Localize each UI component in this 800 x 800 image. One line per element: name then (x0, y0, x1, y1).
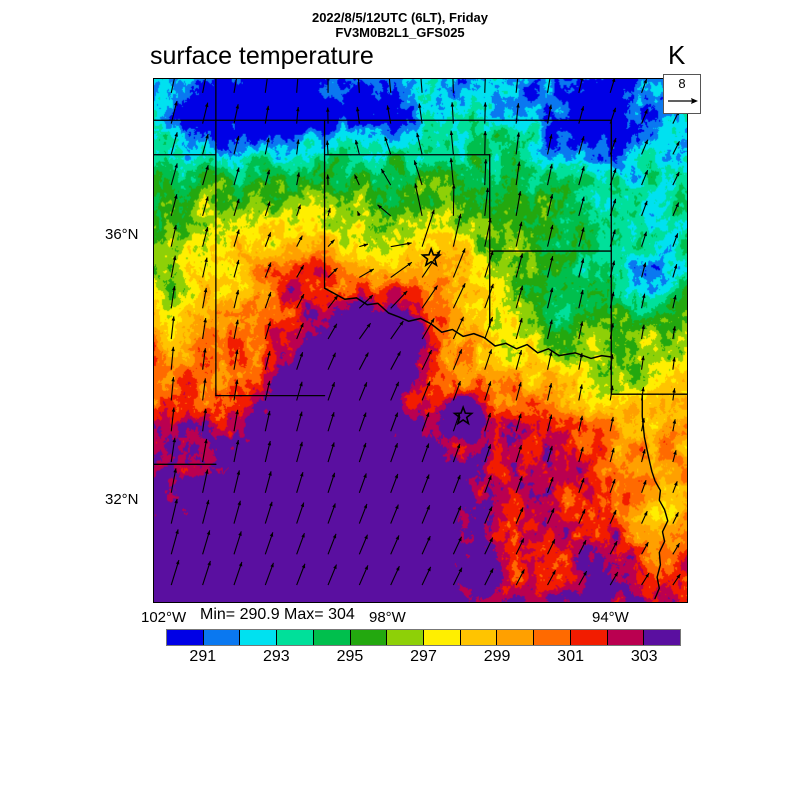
lat-label-32n: 32°N (105, 491, 139, 508)
colorbar-band-5 (350, 630, 388, 645)
colorbar-band-7 (424, 630, 461, 645)
unit-label: K (668, 40, 686, 70)
lon-label-94w: 94°W (592, 609, 629, 626)
colorbar-band-2 (240, 630, 278, 645)
colorbar[interactable] (166, 629, 681, 646)
colorbar-band-4 (313, 630, 351, 645)
colorbar-band-10 (534, 630, 571, 645)
colorbar-band-6 (387, 630, 425, 645)
colorbar-tick-labels: 291 293 295 297 299 301 303 (166, 648, 681, 668)
colorbar-tick-291: 291 (189, 648, 217, 665)
colorbar-tick-293: 293 (262, 648, 290, 665)
map-plot-area[interactable] (153, 78, 688, 603)
colorbar-band-11 (570, 630, 608, 645)
temperature-heatmap (154, 79, 687, 602)
colorbar-tick-297: 297 (410, 648, 437, 665)
minmax-annotation: Min= 290.9 Max= 304 (200, 606, 355, 623)
model-title: FV3M0B2L1_GFS025 (335, 25, 465, 40)
lat-label-36n: 36°N (105, 226, 139, 243)
colorbar-tick-303: 303 (630, 648, 658, 665)
colorbar-band-12 (607, 630, 645, 645)
colorbar-band-8 (460, 630, 498, 645)
colorbar-band-13 (644, 630, 681, 645)
datetime-title: 2022/8/5/12UTC (6LT), Friday (311, 10, 489, 25)
vector-scale-value: 8 (678, 76, 686, 91)
colorbar-band-1 (203, 630, 241, 645)
colorbar-tick-299: 299 (483, 648, 511, 665)
colorbar-band-0 (167, 630, 204, 645)
colorbar-band-3 (277, 630, 314, 645)
colorbar-tick-301: 301 (557, 648, 584, 665)
map-overlay (154, 79, 687, 600)
lon-label-102w: 102°W (141, 609, 187, 626)
header-titles: 2022/8/5/12UTC (6LT), Friday FV3M0B2L1_G… (0, 10, 800, 40)
variable-title: surface temperature (150, 42, 374, 70)
vector-scale-legend: 8 (663, 74, 701, 114)
colorbar-tick-295: 295 (336, 648, 364, 665)
right-arrow-icon (668, 98, 698, 104)
colorbar-band-9 (497, 630, 535, 645)
lon-label-98w: 98°W (369, 609, 406, 626)
